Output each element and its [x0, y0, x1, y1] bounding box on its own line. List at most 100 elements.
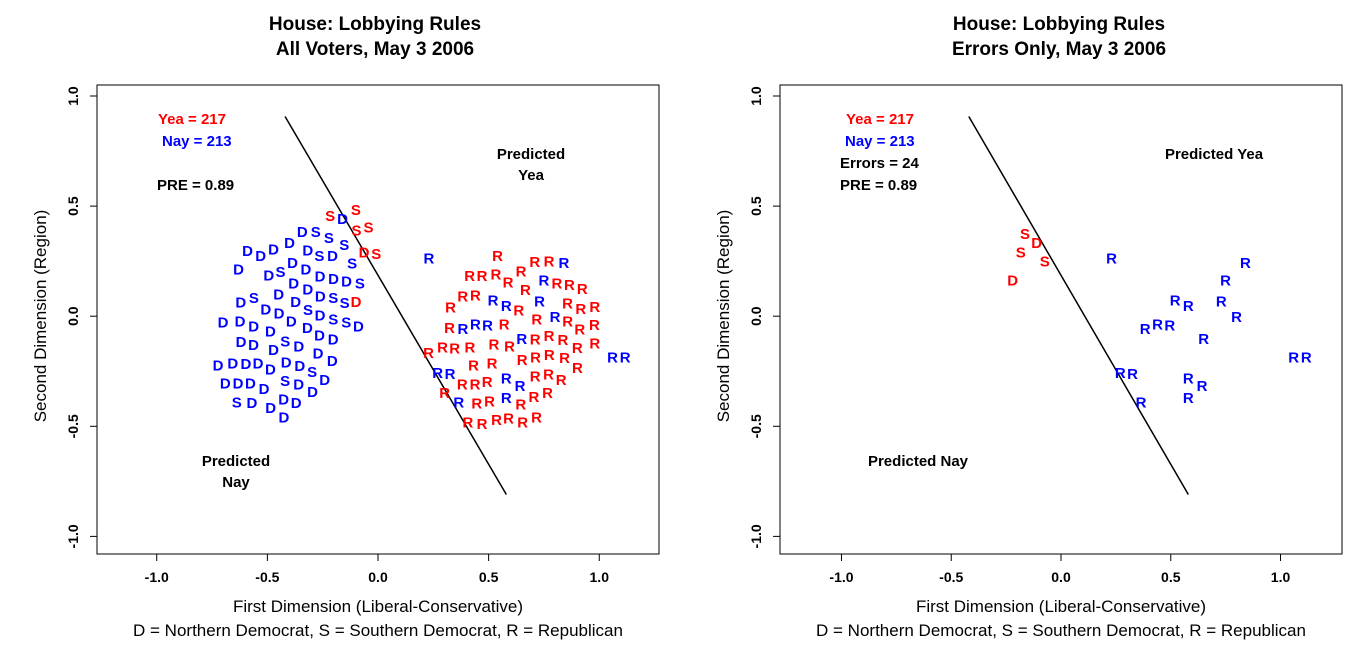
legislator-point: R: [1231, 309, 1242, 326]
legislator-point: D: [274, 305, 285, 322]
legislator-point: R: [1183, 298, 1194, 315]
legislator-point: R: [445, 366, 456, 383]
y-axis-label: Second Dimension (Region): [31, 210, 50, 423]
legislator-point: R: [504, 338, 515, 355]
legislator-point: S: [1020, 226, 1030, 243]
x-axis-label: First Dimension (Liberal-Conservative): [916, 597, 1206, 616]
legislator-point: R: [530, 369, 541, 386]
legislator-point: S: [340, 295, 350, 312]
legislator-point: D: [265, 362, 276, 379]
legislator-point: R: [589, 317, 600, 334]
x-tick-label: -1.0: [145, 569, 169, 585]
legislator-point: R: [1183, 371, 1194, 388]
legislator-point: R: [572, 340, 583, 357]
legislator-point: S: [355, 276, 365, 293]
legislator-point: D: [300, 262, 311, 279]
legislator-point: R: [470, 287, 481, 304]
legislator-point: R: [1183, 390, 1194, 407]
legislator-point: D: [240, 356, 251, 373]
legislator-point: R: [468, 358, 479, 375]
legislator-point: R: [482, 318, 493, 335]
plot-box: [96, 84, 660, 555]
legislator-point: D: [236, 334, 247, 351]
legislator-point: R: [589, 335, 600, 352]
legislator-point: D: [302, 282, 313, 299]
legislator-point: D: [268, 242, 279, 259]
x-tick-label: -0.5: [939, 569, 963, 585]
legislator-point: D: [273, 287, 284, 304]
legislator-point: D: [218, 314, 229, 331]
legislator-point: D: [328, 271, 339, 288]
legislator-point: D: [337, 211, 348, 228]
legislator-point: D: [294, 358, 305, 375]
legislator-point: D: [293, 376, 304, 393]
legislator-point: D: [253, 356, 264, 373]
y-axis-label: Second Dimension (Region): [714, 210, 733, 423]
legislator-point: R: [457, 321, 468, 338]
region-yea: Predicted Yea: [1165, 146, 1264, 163]
legislator-point: S: [347, 256, 357, 273]
legislator-point: R: [490, 267, 501, 284]
legislator-point: R: [501, 390, 512, 407]
x-tick-label: -0.5: [255, 569, 279, 585]
legislator-point: S: [1016, 245, 1026, 262]
region-nay-line1: Predicted: [202, 453, 270, 470]
legislator-point: R: [544, 347, 555, 364]
legislator-point: R: [501, 371, 512, 388]
legislator-point: R: [531, 410, 542, 427]
legislator-point: R: [423, 250, 434, 267]
y-tick-label: -0.5: [748, 414, 764, 438]
legend-errors: Errors = 24: [840, 155, 919, 172]
legislator-point: R: [488, 292, 499, 309]
legislator-point: D: [288, 275, 299, 292]
legislator-point: D: [291, 395, 302, 412]
x-tick-label: 0.5: [479, 569, 499, 585]
legislator-point: R: [530, 350, 541, 367]
legislator-point: D: [351, 294, 362, 311]
y-tick-label: 0.0: [748, 306, 764, 326]
region-nay: Predicted Nay: [868, 453, 969, 470]
y-tick-label: 0.0: [65, 306, 81, 326]
legislator-point: R: [551, 276, 562, 293]
legislator-point: R: [503, 275, 514, 292]
legislator-point: R: [531, 312, 542, 329]
legend-yea: Yea = 217: [158, 111, 226, 128]
legislator-point: R: [574, 322, 585, 339]
legislator-point: D: [259, 381, 270, 398]
legislator-point: D: [248, 337, 259, 354]
legislator-point: D: [260, 302, 271, 319]
legislator-point: R: [444, 320, 455, 337]
x-tick-label: 1.0: [1271, 569, 1291, 585]
legislator-point: R: [577, 281, 588, 298]
legislator-point: D: [287, 255, 298, 272]
x-tick-label: 0.5: [1161, 569, 1181, 585]
legislator-point: R: [477, 416, 488, 433]
legislator-point: S: [280, 333, 290, 350]
legislator-point: R: [589, 299, 600, 316]
legislator-point: S: [351, 223, 361, 240]
legislator-point: D: [227, 355, 238, 372]
legislator-point: D: [313, 345, 324, 362]
legend-yea: Yea = 217: [846, 111, 914, 128]
legislator-point: R: [529, 254, 540, 271]
legislator-point: D: [319, 372, 330, 389]
legislator-point: R: [516, 331, 527, 348]
legislator-point: D: [245, 376, 256, 393]
legislator-point: R: [1136, 395, 1147, 412]
legislator-point: R: [559, 350, 570, 367]
legislator-point: S: [324, 230, 334, 247]
legislator-point: D: [359, 245, 370, 262]
legislator-point: S: [371, 246, 381, 263]
legislator-point: R: [423, 345, 434, 362]
legislator-point: D: [248, 319, 259, 336]
legislator-point: R: [439, 385, 450, 402]
chart-title: House: Lobbying Rules: [953, 14, 1165, 35]
caption: D = Northern Democrat, S = Southern Demo…: [816, 621, 1306, 640]
x-tick-label: -1.0: [829, 569, 853, 585]
legislator-point: R: [528, 389, 539, 406]
legislator-point: R: [516, 264, 527, 281]
legislator-point: S: [314, 248, 324, 265]
legislator-point: R: [492, 248, 503, 265]
legislator-point: R: [515, 378, 526, 395]
legislator-point: R: [453, 395, 464, 412]
